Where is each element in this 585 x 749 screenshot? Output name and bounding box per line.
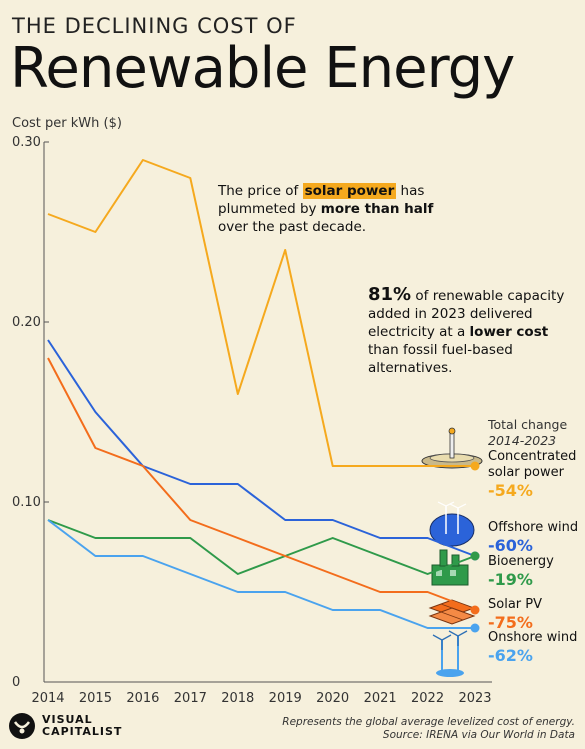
legend-change-csp: -54% bbox=[488, 481, 533, 500]
legend-change-solar-pv: -75% bbox=[488, 613, 533, 632]
brand-line2: CAPITALIST bbox=[42, 725, 123, 738]
solar-annotation-post: over the past decade. bbox=[218, 219, 367, 235]
series-line-bioenergy bbox=[47, 519, 476, 575]
solar-annotation-bold: more than half bbox=[320, 201, 434, 217]
axes: 0 0.10 0.20 0.30 2014 2015 2016 2017 2018 2019 202… bbox=[12, 135, 492, 706]
total-change-heading: Total change 2014-2023 bbox=[488, 417, 567, 449]
brand-mark-icon bbox=[9, 713, 35, 739]
y-tick-label: 0.20 bbox=[12, 315, 41, 330]
capacity-annotation: 81% of renewable capacity added in 2023 … bbox=[368, 286, 578, 377]
x-tick-label: 2016 bbox=[126, 691, 159, 706]
brand-line1: VISUAL bbox=[42, 713, 93, 726]
solar-annotation-highlight: solar power bbox=[302, 183, 397, 199]
visual-capitalist-logo: VISUAL CAPITALIST bbox=[8, 712, 122, 740]
legend-label-bioenergy: Bioenergy bbox=[488, 554, 554, 569]
legend-change-onshore-wind: -62% bbox=[488, 646, 533, 665]
chart-kicker: THE DECLINING COST OF bbox=[12, 14, 297, 38]
legend-label-offshore-wind: Offshore wind bbox=[488, 520, 579, 535]
solar-annotation-mid: has plummeted by bbox=[218, 183, 425, 217]
x-tick-label: 2022 bbox=[411, 691, 444, 706]
onshore-wind-icon bbox=[432, 630, 468, 677]
x-tick-label: 2014 bbox=[31, 691, 64, 706]
x-tick-label: 2019 bbox=[269, 691, 302, 706]
legend-label-csp-line2: solar power bbox=[488, 465, 564, 480]
legend-item-solar-pv: Solar PV -75% bbox=[488, 597, 542, 632]
solar-annotation: The price of solar power has plummeted b… bbox=[218, 182, 438, 236]
total-change-years: 2014-2023 bbox=[488, 433, 557, 448]
capacity-annotation-bold: lower cost bbox=[469, 324, 549, 340]
legend-item-bioenergy: Bioenergy -19% bbox=[488, 554, 554, 589]
y-tick-label: 0 bbox=[12, 675, 20, 690]
footnote-note: Represents the global average levelized … bbox=[282, 716, 575, 728]
chart-title: Renewable Energy bbox=[10, 36, 515, 101]
series-end-point-onshore-wind bbox=[470, 623, 480, 633]
series-lines bbox=[47, 159, 480, 633]
x-tick-label: 2023 bbox=[458, 691, 491, 706]
x-tick-label: 2017 bbox=[174, 691, 207, 706]
total-change-title: Total change bbox=[488, 417, 568, 432]
solar-pv-icon bbox=[428, 599, 476, 625]
legend-label-onshore-wind: Onshore wind bbox=[488, 630, 578, 645]
legend-label-solar-pv: Solar PV bbox=[488, 597, 542, 612]
series-line-onshore-wind bbox=[47, 519, 475, 629]
series-end-point-bioenergy bbox=[470, 551, 480, 561]
capacity-annotation-post: than fossil fuel-based alternatives. bbox=[368, 342, 513, 376]
footnote-source: Source: IRENA via Our World in Data bbox=[382, 729, 575, 741]
x-tick-label: 2018 bbox=[221, 691, 254, 706]
solar-annotation-pre: The price of bbox=[218, 183, 303, 199]
csp-tower-icon bbox=[421, 427, 483, 469]
x-tick-label: 2020 bbox=[316, 691, 349, 706]
legend-change-offshore-wind: -60% bbox=[488, 536, 533, 555]
bioenergy-plant-icon bbox=[431, 549, 469, 586]
series-line-solar-pv bbox=[47, 357, 476, 611]
y-axis-label: Cost per kWh ($) bbox=[12, 116, 122, 131]
footnote: Represents the global average levelized … bbox=[282, 716, 575, 742]
y-tick-label: 0.30 bbox=[12, 135, 41, 150]
capacity-annotation-pre: of renewable capacity added in 2023 deli… bbox=[368, 288, 565, 340]
offshore-wind-icon bbox=[429, 501, 475, 547]
legend-change-bioenergy: -19% bbox=[488, 570, 533, 589]
x-tick-label: 2021 bbox=[364, 691, 397, 706]
legend-item-onshore-wind: Onshore wind -62% bbox=[488, 630, 577, 665]
series-end-point-concentrated-solar-power bbox=[470, 461, 480, 471]
capacity-annotation-big: 81% bbox=[368, 284, 412, 305]
series-line-offshore-wind bbox=[47, 339, 476, 557]
brand-text: VISUAL CAPITALIST bbox=[42, 714, 122, 738]
series-line-concentrated-solar-power bbox=[47, 159, 475, 467]
legend-label-csp-line1: Concentrated bbox=[488, 449, 577, 464]
y-tick-label: 0.10 bbox=[12, 495, 41, 510]
x-tick-label: 2015 bbox=[79, 691, 112, 706]
legend-item-csp: Concentrated solar power -54% bbox=[488, 449, 576, 500]
series-end-point-solar-pv bbox=[470, 605, 480, 615]
technology-icons bbox=[421, 427, 483, 677]
legend-item-offshore-wind: Offshore wind -60% bbox=[488, 520, 578, 555]
